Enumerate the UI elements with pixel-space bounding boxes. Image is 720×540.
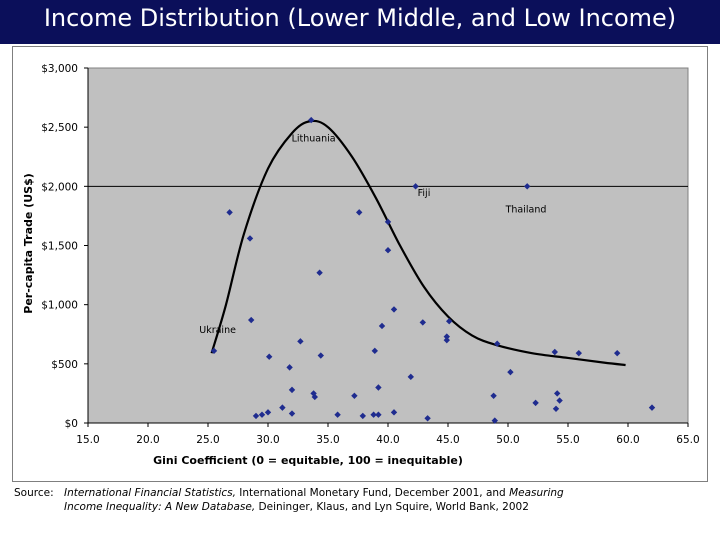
x-tick-label: 25.0	[196, 434, 219, 446]
y-axis-label: Per-capita Trade (US$)	[22, 173, 35, 313]
data-point	[552, 405, 560, 412]
data-point	[491, 417, 498, 424]
data-point	[317, 352, 324, 359]
y-tick-label: $500	[51, 359, 78, 371]
source-text-1: International Monetary Fund, December 20…	[235, 487, 510, 499]
data-point	[407, 373, 414, 381]
data-point	[264, 409, 272, 416]
data-point	[356, 209, 363, 216]
y-tick-label: $1,000	[41, 300, 78, 312]
x-tick-label: 60.0	[616, 434, 639, 446]
x-tick-label: 50.0	[496, 434, 519, 446]
data-point	[288, 410, 296, 417]
data-point	[311, 393, 318, 401]
x-tick-label: 55.0	[556, 434, 579, 446]
data-point	[614, 349, 621, 357]
annotation-fiji: Fiji	[418, 188, 431, 199]
annotation-ukraine: Ukraine	[199, 325, 236, 336]
data-point	[490, 392, 497, 399]
annotation-lithuania: Lithuania	[292, 133, 336, 144]
data-point	[210, 347, 218, 355]
data-point	[419, 319, 426, 326]
data-point	[334, 411, 341, 418]
plot-area	[87, 67, 689, 424]
data-point	[378, 322, 386, 330]
data-point	[648, 404, 656, 411]
data-point	[375, 411, 382, 418]
x-tick-label: 20.0	[136, 434, 159, 446]
data-point	[412, 183, 419, 190]
data-point	[297, 338, 304, 345]
annotation-thailand: Thailand	[505, 204, 547, 215]
data-point	[226, 209, 233, 216]
data-point	[551, 348, 558, 356]
source-title-1: International Financial Statistics,	[64, 487, 236, 499]
x-tick-label: 35.0	[316, 434, 339, 446]
source-label: Source:	[14, 487, 54, 499]
data-point	[359, 412, 366, 420]
source-line-1: International Financial Statistics, Inte…	[64, 486, 564, 500]
x-tick-label: 15.0	[76, 434, 99, 446]
chart-title: Income Distribution (Lower Middle, and L…	[43, 4, 677, 32]
data-point	[575, 349, 582, 357]
data-point	[308, 116, 315, 124]
data-point	[390, 306, 398, 313]
x-tick-label: 30.0	[256, 434, 279, 446]
trend-curve	[210, 119, 626, 367]
source-line-2: Income Inequality: A New Database, Deini…	[64, 500, 529, 514]
data-point	[554, 390, 561, 397]
data-point	[390, 409, 398, 416]
data-point	[248, 316, 255, 324]
y-tick-label: $1,500	[41, 241, 78, 253]
data-point	[384, 218, 392, 226]
data-point	[371, 347, 378, 355]
y-tick-label: $0	[65, 418, 78, 430]
data-point	[446, 318, 453, 325]
data-point	[494, 340, 501, 347]
data-point	[375, 384, 382, 391]
data-point	[266, 353, 273, 360]
data-point	[288, 386, 296, 394]
data-point	[556, 397, 563, 404]
source-title-2b: Income Inequality: A New Database,	[64, 501, 256, 513]
data-point	[532, 399, 539, 407]
title-bar	[0, 0, 720, 44]
data-point	[246, 235, 254, 242]
source-title-2a: Measuring	[509, 487, 564, 499]
data-point	[443, 336, 450, 344]
x-tick-label: 65.0	[676, 434, 699, 446]
data-point	[351, 392, 358, 399]
data-point	[524, 183, 531, 190]
data-point	[370, 411, 377, 418]
y-tick-label: $3,000	[41, 63, 78, 75]
data-point	[252, 412, 260, 420]
data-point	[286, 364, 293, 371]
data-point	[279, 404, 286, 411]
data-point	[443, 333, 450, 340]
data-point	[384, 247, 392, 254]
data-point	[316, 269, 323, 276]
data-point	[258, 411, 266, 418]
source-text-2: Deininger, Klaus, and Lyn Squire, World …	[255, 501, 529, 513]
data-point	[424, 415, 431, 422]
x-axis-label: Gini Coefficient (0 = equitable, 100 = i…	[153, 454, 463, 467]
x-tick-label: 45.0	[436, 434, 459, 446]
data-point	[507, 368, 514, 376]
y-tick-label: $2,000	[41, 181, 78, 193]
x-tick-label: 40.0	[376, 434, 399, 446]
y-tick-label: $2,500	[41, 122, 78, 134]
